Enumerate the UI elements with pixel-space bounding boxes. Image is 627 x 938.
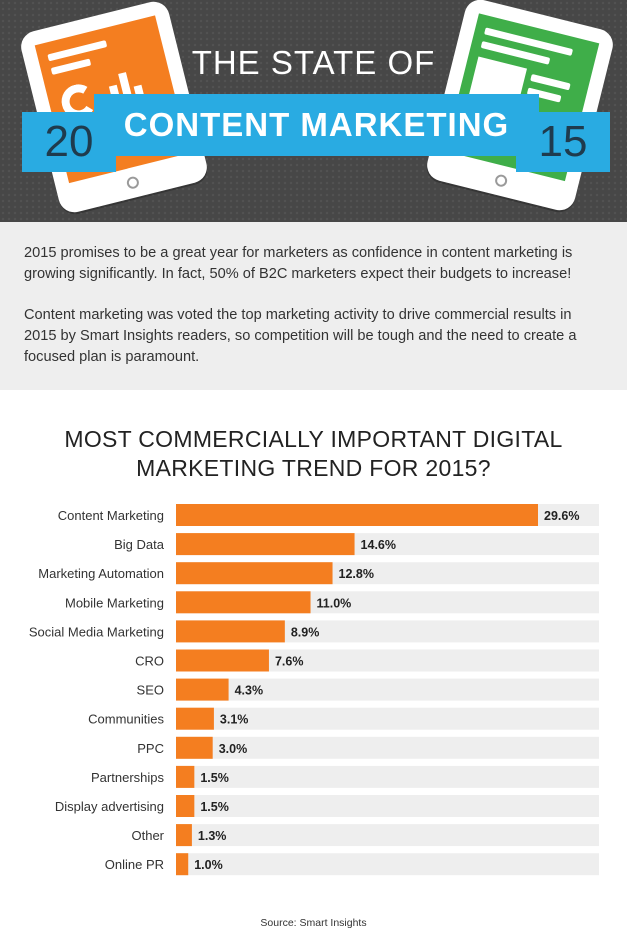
bar-track (176, 853, 599, 876)
category-label: PPC (137, 741, 164, 756)
bar-track (176, 678, 599, 701)
header-banner: THE STATE OF 20 15 CONTENT MARKETING (0, 0, 627, 222)
header-title-top: THE STATE OF (191, 44, 436, 81)
bar-track (176, 795, 599, 817)
category-label: Partnerships (91, 770, 164, 785)
bar (176, 824, 192, 847)
bar-track (176, 649, 599, 672)
category-label: CRO (135, 654, 164, 669)
title-banner: CONTENT MARKETING (94, 94, 539, 156)
bar (176, 678, 229, 701)
header-title-main: CONTENT MARKETING (123, 106, 510, 143)
value-label: 11.0% (317, 596, 352, 610)
value-label: 1.3% (198, 829, 227, 843)
category-label: Social Media Marketing (29, 624, 164, 639)
value-label: 14.6% (361, 538, 396, 552)
chart-title-line-1: MOST COMMERCIALLY IMPORTANT DIGITAL (64, 426, 563, 452)
category-label: Big Data (114, 537, 165, 552)
bar (176, 765, 195, 788)
intro-paragraph-2: Content marketing was voted the top mark… (24, 307, 577, 365)
bar (176, 795, 195, 817)
bar-track (176, 736, 599, 759)
bar-track (176, 824, 599, 847)
bar (176, 533, 355, 556)
value-label: 3.0% (219, 742, 248, 756)
category-label: Marketing Automation (38, 566, 164, 581)
bar-track (176, 765, 599, 788)
value-label: 29.6% (544, 509, 579, 523)
bar (176, 562, 333, 585)
category-label: Communities (88, 712, 164, 727)
bar (176, 649, 269, 672)
category-label: Display advertising (55, 799, 164, 814)
bar (176, 504, 538, 526)
year-left-text: 20 (44, 117, 94, 166)
bar (176, 736, 213, 759)
source-note: Source: Smart Insights (260, 917, 367, 929)
value-label: 7.6% (275, 655, 304, 669)
intro-paragraph-1: 2015 promises to be a great year for mar… (24, 245, 573, 282)
chart-title-line-2: MARKETING TREND FOR 2015? (136, 455, 491, 481)
intro-section: 2015 promises to be a great year for mar… (0, 222, 627, 390)
year-right-text: 15 (538, 117, 588, 166)
category-label: Mobile Marketing (65, 595, 164, 610)
value-label: 3.1% (220, 713, 249, 727)
chart-title: MOST COMMERCIALLY IMPORTANT DIGITAL MARK… (0, 425, 627, 483)
bar (176, 620, 285, 643)
category-label: SEO (137, 683, 164, 698)
bar-track (176, 707, 599, 730)
bar (176, 853, 189, 876)
category-label: Online PR (105, 857, 164, 872)
value-label: 1.0% (194, 858, 223, 872)
bar (176, 707, 214, 730)
category-label: Content Marketing (58, 508, 164, 523)
category-label: Other (131, 828, 164, 843)
value-label: 4.3% (235, 684, 263, 698)
value-label: 8.9% (291, 625, 320, 639)
bar (176, 591, 311, 614)
value-label: 1.5% (200, 800, 229, 814)
value-label: 1.5% (200, 771, 229, 785)
value-label: 12.8% (339, 567, 374, 581)
